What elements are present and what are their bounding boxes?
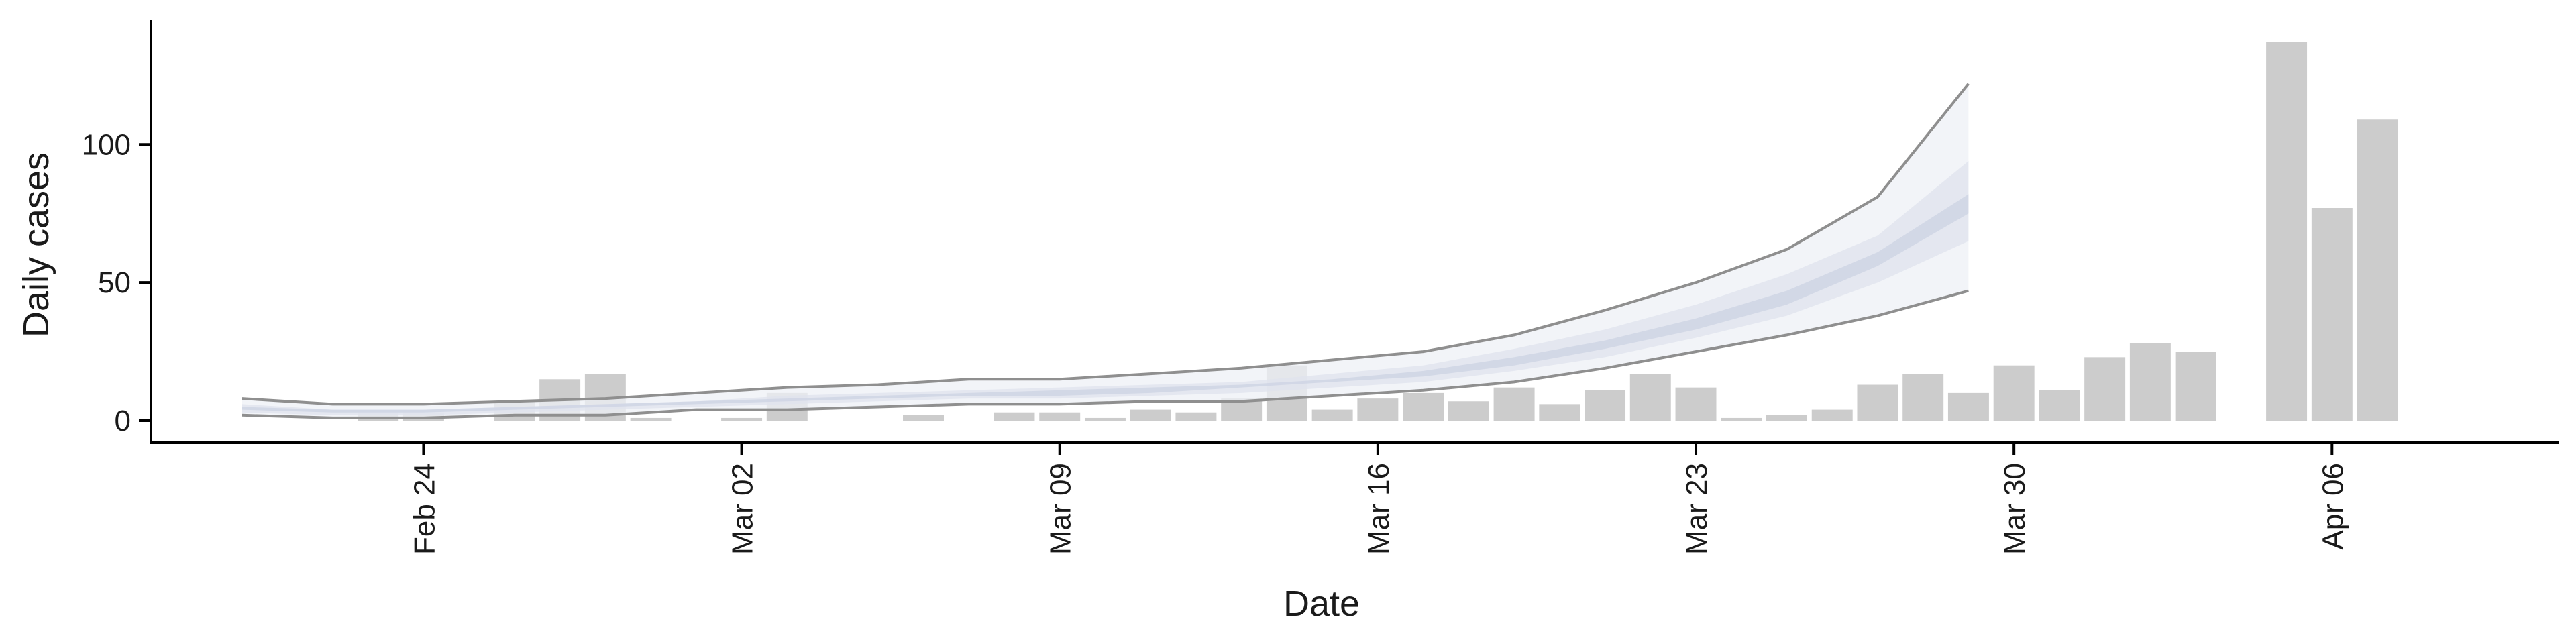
bar-2020-04-06 [2311,208,2353,421]
x-tick-label-2020-04-06: Apr 06 [2316,463,2349,550]
bar-2020-03-02 [721,417,763,421]
forecast-bands [241,83,1970,419]
bar-2020-03-29 [1947,392,1989,421]
bar-2020-03-15 [1311,409,1353,421]
bar-2020-03-30 [1993,365,2035,421]
bar-2020-03-20 [1539,404,1580,421]
bar-2020-03-19 [1493,387,1535,421]
x-axis-title: Date [1283,584,1360,624]
bar-2020-03-09 [1039,412,1081,421]
bar-2020-02-29 [630,417,672,421]
bar-2020-03-16 [1357,398,1399,421]
bar-2020-03-24 [1721,417,1762,421]
bar-2020-03-31 [2039,390,2080,421]
axes [139,20,2559,455]
bar-2020-03-12 [1175,412,1217,421]
bar-2020-03-11 [1130,409,1171,421]
x-tick-label-2020-03-23: Mar 23 [1680,463,1713,555]
bar-2020-03-18 [1448,401,1489,421]
bar-2020-03-26 [1811,409,1853,421]
bar-2020-03-10 [1084,417,1126,421]
y-tick-label-50: 50 [98,266,131,299]
y-tick-label-100: 100 [82,128,131,161]
bar-2020-04-07 [2357,119,2398,421]
forecast-band-90 [241,83,1969,418]
x-tick-label-2020-02-24: Feb 24 [408,463,441,555]
bar-2020-03-21 [1585,390,1626,421]
tick-labels: 0 50 100 Feb 24 Mar 02 Mar 09 Mar 16 Mar 23 Mar … [82,128,2350,555]
x-tick-label-2020-03-16: Mar 16 [1362,463,1395,555]
bar-2020-03-27 [1857,384,1898,421]
bar-2020-04-01 [2084,357,2126,421]
bar-2020-04-05 [2266,42,2308,421]
bar-2020-04-02 [2129,343,2171,421]
bar-2020-03-08 [994,412,1035,421]
forecast-lower-line [241,289,1969,419]
x-tick-label-2020-03-09: Mar 09 [1044,463,1077,555]
x-tick-label-2020-03-30: Mar 30 [1998,463,2031,555]
bar-2020-03-25 [1766,415,1807,421]
y-tick-label-0: 0 [115,405,131,437]
bar-2020-03-22 [1629,374,1671,421]
bar-2020-04-03 [2175,352,2216,421]
bar-2020-03-23 [1675,387,1717,421]
y-axis-title: Daily cases [16,152,56,337]
bar-2020-03-17 [1403,392,1444,421]
forecast-band-20 [241,194,1969,413]
bar-2020-03-28 [1902,374,1944,421]
x-tick-label-2020-03-02: Mar 02 [727,463,759,555]
bar-2020-03-06 [903,415,944,421]
forecast-band-50 [241,161,1969,415]
forecast-upper-line [241,83,1970,406]
